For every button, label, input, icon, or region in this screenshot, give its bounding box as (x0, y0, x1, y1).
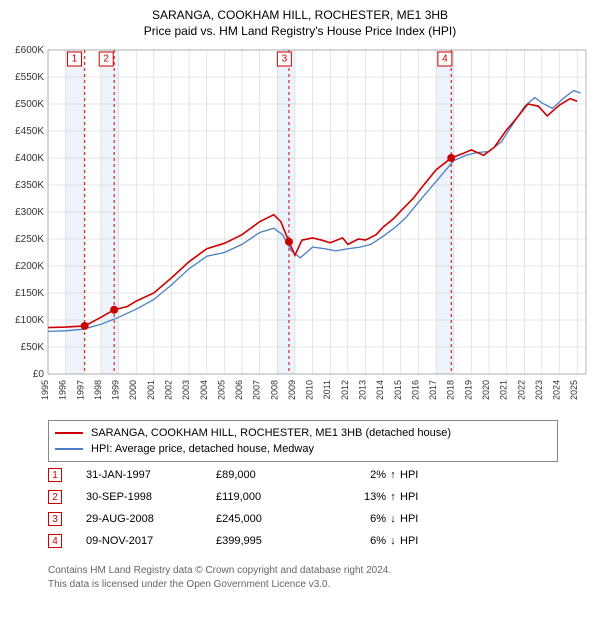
svg-text:1999: 1999 (111, 380, 121, 400)
transaction-hpi-label: HPI (400, 469, 430, 481)
transaction-marker: 3 (48, 512, 62, 526)
transaction-arrow-icon: ↓ (386, 535, 400, 547)
svg-text:4: 4 (442, 54, 448, 65)
legend-label: HPI: Average price, detached house, Medw… (91, 443, 314, 455)
legend-label: SARANGA, COOKHAM HILL, ROCHESTER, ME1 3H… (91, 427, 451, 439)
svg-text:£150K: £150K (15, 288, 44, 299)
svg-text:2021: 2021 (499, 380, 509, 400)
chart-container: SARANGA, COOKHAM HILL, ROCHESTER, ME1 3H… (0, 0, 600, 620)
svg-text:1996: 1996 (58, 380, 68, 400)
chart-subtitle: Price paid vs. HM Land Registry's House … (0, 24, 600, 38)
footer-attribution: Contains HM Land Registry data © Crown c… (48, 564, 391, 592)
transaction-price: £89,000 (216, 469, 326, 481)
chart-title-address: SARANGA, COOKHAM HILL, ROCHESTER, ME1 3H… (0, 8, 600, 22)
svg-text:2010: 2010 (305, 380, 315, 400)
transaction-pct: 6% (326, 513, 386, 525)
transaction-pct: 2% (326, 469, 386, 481)
svg-text:2019: 2019 (463, 380, 473, 400)
transaction-arrow-icon: ↑ (386, 469, 400, 481)
svg-text:2013: 2013 (358, 380, 368, 400)
svg-text:2020: 2020 (481, 380, 491, 400)
transactions-table: 131-JAN-1997£89,0002%↑HPI230-SEP-1998£11… (48, 464, 430, 552)
svg-text:1997: 1997 (75, 380, 85, 400)
svg-text:£350K: £350K (15, 180, 44, 191)
svg-text:2011: 2011 (322, 380, 332, 399)
transaction-row: 4 09-NOV-2017£399,9956%↓HPI (48, 530, 430, 552)
legend-item: HPI: Average price, detached house, Medw… (55, 441, 551, 457)
transaction-price: £399,995 (216, 535, 326, 547)
svg-text:£600K: £600K (15, 45, 44, 56)
chart-area: 1995 1996 1997 1998 1999 2000 2001 2002 2003 2004… (8, 44, 592, 414)
svg-text:2: 2 (103, 54, 109, 65)
transaction-price: £119,000 (216, 491, 326, 503)
transaction-marker: 2 (48, 490, 62, 504)
svg-text:2023: 2023 (534, 380, 544, 400)
svg-text:2007: 2007 (252, 380, 262, 400)
transaction-date: 30-SEP-1998 (86, 491, 216, 503)
transaction-date: 31-JAN-1997 (86, 469, 216, 481)
transaction-pct: 6% (326, 535, 386, 547)
transaction-pct: 13% (326, 491, 386, 503)
svg-text:£200K: £200K (15, 261, 44, 272)
svg-text:£100K: £100K (15, 315, 44, 326)
transaction-date: 09-NOV-2017 (86, 535, 216, 547)
svg-text:2003: 2003 (181, 380, 191, 400)
svg-text:2014: 2014 (375, 380, 385, 400)
svg-text:2025: 2025 (569, 380, 579, 400)
svg-text:£500K: £500K (15, 99, 44, 110)
svg-text:3: 3 (282, 54, 288, 65)
svg-text:2017: 2017 (428, 380, 438, 400)
transaction-marker: 1 (48, 468, 62, 482)
svg-text:2005: 2005 (216, 380, 226, 400)
transaction-date: 29-AUG-2008 (86, 513, 216, 525)
svg-text:2015: 2015 (393, 380, 403, 400)
transaction-row: 1 31-JAN-1997£89,0002%↑HPI (48, 464, 430, 486)
legend-swatch (55, 432, 83, 434)
svg-text:1: 1 (72, 54, 78, 65)
transaction-arrow-icon: ↑ (386, 491, 400, 503)
svg-text:2012: 2012 (340, 380, 350, 400)
svg-text:2002: 2002 (163, 380, 173, 400)
svg-text:2006: 2006 (234, 380, 244, 400)
svg-text:£50K: £50K (21, 342, 45, 353)
svg-text:2009: 2009 (287, 380, 297, 400)
svg-text:£400K: £400K (15, 153, 44, 164)
transaction-arrow-icon: ↓ (386, 513, 400, 525)
footer-line-1: Contains HM Land Registry data © Crown c… (48, 564, 391, 578)
chart-svg: 1995 1996 1997 1998 1999 2000 2001 2002 2003 2004… (8, 44, 592, 414)
svg-text:2024: 2024 (552, 380, 562, 400)
svg-text:£450K: £450K (15, 126, 44, 137)
svg-text:2022: 2022 (516, 380, 526, 400)
footer-line-2: This data is licensed under the Open Gov… (48, 578, 391, 592)
transaction-marker: 4 (48, 534, 62, 548)
svg-text:£550K: £550K (15, 72, 44, 83)
transaction-price: £245,000 (216, 513, 326, 525)
svg-text:2016: 2016 (410, 380, 420, 400)
svg-text:1998: 1998 (93, 380, 103, 400)
titles-block: SARANGA, COOKHAM HILL, ROCHESTER, ME1 3H… (0, 0, 600, 38)
transaction-hpi-label: HPI (400, 513, 430, 525)
svg-text:2008: 2008 (269, 380, 279, 400)
svg-text:2000: 2000 (128, 380, 138, 400)
svg-text:1995: 1995 (40, 380, 50, 400)
svg-text:£0: £0 (33, 369, 45, 380)
legend-swatch (55, 448, 83, 450)
transaction-row: 2 30-SEP-1998£119,00013%↑HPI (48, 486, 430, 508)
legend-box: SARANGA, COOKHAM HILL, ROCHESTER, ME1 3H… (48, 420, 558, 462)
transaction-hpi-label: HPI (400, 535, 430, 547)
legend-item: SARANGA, COOKHAM HILL, ROCHESTER, ME1 3H… (55, 425, 551, 441)
svg-text:2001: 2001 (146, 380, 156, 400)
svg-text:2004: 2004 (199, 380, 209, 400)
svg-text:2018: 2018 (446, 380, 456, 400)
transaction-hpi-label: HPI (400, 491, 430, 503)
transaction-row: 3 29-AUG-2008£245,0006%↓HPI (48, 508, 430, 530)
svg-text:£300K: £300K (15, 207, 44, 218)
svg-text:£250K: £250K (15, 234, 44, 245)
